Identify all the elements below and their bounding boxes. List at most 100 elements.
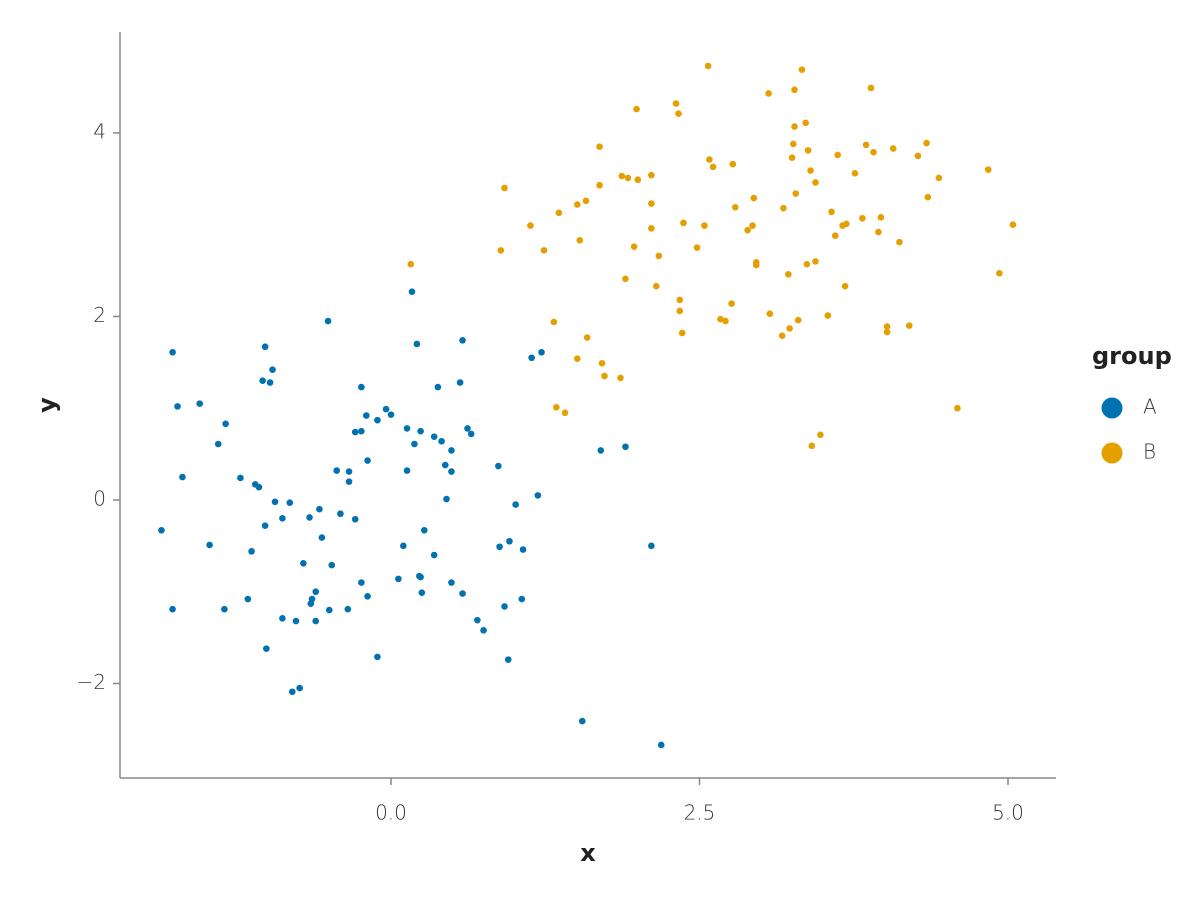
point — [954, 404, 961, 412]
point — [553, 403, 560, 411]
legend-swatch — [1101, 442, 1123, 464]
x-tick-label: 0.0 — [375, 801, 407, 825]
point — [870, 148, 877, 156]
point — [883, 328, 891, 336]
point — [244, 595, 252, 603]
legend-label: B — [1143, 440, 1156, 464]
point — [495, 462, 502, 470]
point — [345, 468, 353, 475]
point — [528, 354, 535, 362]
point — [778, 332, 786, 340]
point — [434, 383, 442, 391]
point — [263, 645, 270, 652]
point — [875, 228, 882, 236]
point — [750, 194, 758, 202]
point — [158, 526, 165, 534]
point — [824, 312, 832, 319]
point — [538, 348, 545, 356]
point — [729, 160, 737, 168]
point — [574, 201, 581, 208]
point — [648, 225, 655, 232]
point — [169, 348, 176, 356]
point — [221, 605, 228, 613]
point — [292, 617, 300, 625]
point — [596, 143, 603, 150]
point — [804, 147, 812, 154]
point — [657, 741, 665, 749]
point — [430, 551, 438, 559]
point — [364, 457, 371, 464]
point — [574, 355, 581, 362]
point — [312, 588, 320, 596]
point — [618, 172, 626, 180]
point — [261, 343, 269, 351]
point — [333, 467, 340, 474]
point — [896, 238, 903, 246]
point — [174, 403, 181, 410]
point — [630, 243, 638, 251]
y-tick-label: 0 — [93, 486, 106, 510]
point — [752, 261, 760, 269]
point — [706, 156, 713, 163]
point — [344, 605, 352, 613]
point — [598, 359, 606, 367]
point — [889, 145, 897, 152]
point — [597, 447, 605, 454]
point — [676, 307, 684, 315]
legend-swatch — [1101, 397, 1123, 419]
point — [704, 62, 712, 70]
point — [834, 151, 842, 159]
point — [407, 260, 415, 268]
point — [924, 193, 932, 201]
point — [351, 428, 359, 436]
point — [448, 468, 455, 475]
point — [387, 411, 395, 418]
point — [583, 334, 591, 341]
point — [622, 443, 629, 451]
point — [785, 270, 792, 278]
point — [286, 499, 294, 507]
point — [308, 595, 316, 603]
point — [728, 300, 735, 307]
point — [417, 427, 424, 435]
point — [786, 325, 793, 332]
point — [345, 478, 353, 485]
point — [653, 282, 660, 290]
point — [675, 110, 682, 117]
point — [196, 400, 204, 407]
point — [851, 170, 859, 177]
point — [722, 317, 729, 325]
point — [765, 90, 772, 97]
point — [789, 140, 797, 148]
point — [358, 427, 365, 435]
point — [328, 561, 336, 569]
point — [808, 442, 816, 450]
point — [248, 548, 255, 555]
point — [828, 208, 835, 216]
point — [430, 433, 438, 440]
point — [403, 467, 411, 474]
point — [817, 431, 824, 439]
point — [780, 204, 787, 212]
y-tick-label: −2 — [77, 670, 106, 694]
point — [596, 181, 603, 189]
point — [418, 589, 426, 596]
point — [550, 318, 558, 326]
point — [288, 688, 296, 696]
point — [269, 366, 276, 373]
point — [480, 626, 487, 634]
point — [306, 514, 313, 521]
point — [633, 105, 640, 113]
point — [867, 84, 875, 92]
point — [996, 270, 1003, 277]
point — [456, 379, 464, 386]
point — [382, 405, 390, 413]
point — [296, 684, 303, 692]
point — [279, 615, 286, 622]
point — [831, 232, 839, 240]
point — [206, 541, 213, 549]
point — [561, 409, 569, 417]
point — [914, 152, 922, 160]
point — [803, 260, 811, 268]
